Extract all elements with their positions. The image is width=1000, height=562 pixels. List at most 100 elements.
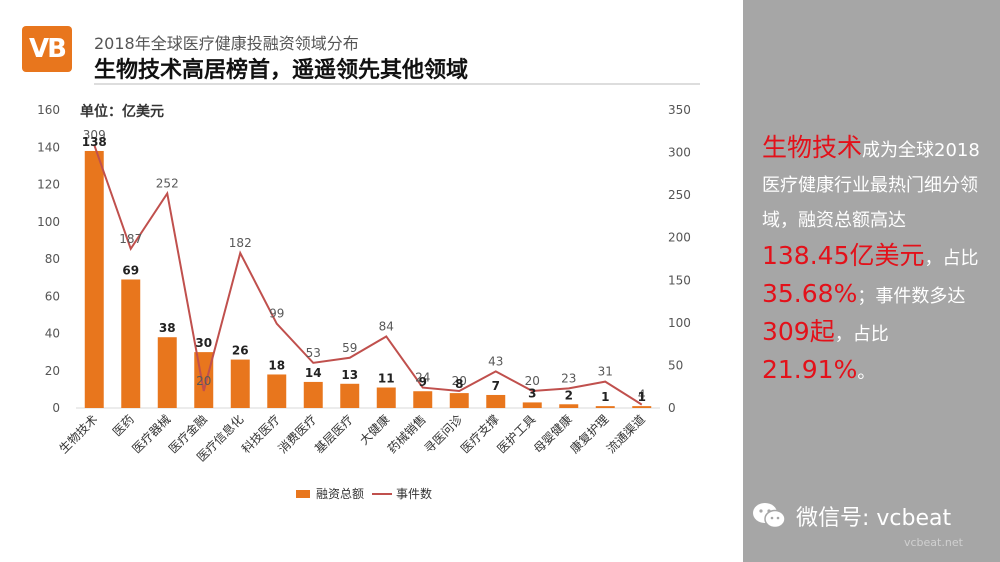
- y-left-tick-label: 40: [45, 327, 60, 341]
- summary-text-1: 成为全球2018医疗健康行业最热门细分领域，融资总额高达: [762, 140, 980, 231]
- line-data-label: 53: [306, 346, 321, 360]
- wechat-label: 微信号: vcbeat: [796, 506, 952, 531]
- bar: [340, 383, 360, 408]
- bar-data-label: 8: [455, 377, 463, 391]
- category-label: 医疗支撑: [457, 412, 502, 457]
- bar-data-label: 11: [378, 372, 395, 386]
- highlight-events-share: 21.91%: [762, 355, 858, 384]
- line-data-label: 43: [488, 354, 503, 368]
- combo-chart: 单位：亿美元0204060801001201401600501001502002…: [37, 103, 691, 501]
- bar: [267, 374, 287, 408]
- y-right-tick-label: 100: [668, 316, 691, 330]
- summary-text-2: ，占比: [924, 248, 979, 269]
- summary-text-5: 。: [857, 362, 876, 383]
- y-right-tick-label: 0: [668, 401, 676, 415]
- category-label: 生物技术: [57, 412, 101, 456]
- bar: [632, 406, 652, 408]
- y-right-tick-label: 300: [668, 146, 691, 160]
- line-data-label: 182: [229, 236, 252, 250]
- line-data-label: 23: [561, 371, 576, 385]
- bar: [522, 402, 542, 408]
- vb-logo: VB: [22, 26, 72, 72]
- bar-data-label: 30: [195, 336, 212, 350]
- category-label: 康复护理: [567, 412, 612, 457]
- event-count-line: [93, 144, 643, 406]
- sidebar-panel: [743, 0, 1000, 562]
- legend-line-label: 事件数: [396, 486, 432, 501]
- highlight-biotech: 生物技术: [762, 133, 863, 162]
- y-right-tick-label: 250: [668, 188, 691, 202]
- bar: [157, 337, 177, 408]
- chart-title: 生物技术高居榜首，遥遥领先其他领域: [94, 58, 469, 83]
- highlight-share: 35.68%: [762, 279, 858, 308]
- category-label: 医药: [110, 412, 137, 439]
- bar: [230, 359, 250, 408]
- bar: [303, 381, 323, 408]
- line-data-label: 84: [379, 319, 394, 333]
- category-label: 母婴健康: [530, 412, 575, 457]
- category-label: 医疗器械: [129, 412, 174, 457]
- category-label: 寻医问诊: [422, 412, 466, 456]
- bar-data-label: 14: [305, 366, 322, 380]
- bar-data-label: 1: [601, 390, 609, 404]
- bar-data-label: 9: [419, 375, 427, 389]
- y-left-tick-label: 120: [37, 178, 60, 192]
- bar-data-label: 13: [341, 368, 358, 382]
- y-left-tick-label: 160: [37, 103, 60, 117]
- bar: [121, 279, 141, 408]
- highlight-events: 309起: [762, 317, 835, 346]
- legend-bar-swatch: [296, 490, 310, 498]
- bar: [486, 394, 506, 408]
- line-data-label: 187: [119, 232, 142, 246]
- bar: [595, 406, 615, 408]
- chart-subtitle: 2018年全球医疗健康投融资领域分布: [94, 34, 359, 53]
- category-label: 基层医疗: [312, 412, 356, 456]
- highlight-amount: 138.45亿美元: [762, 241, 925, 270]
- line-data-label: 31: [598, 365, 613, 379]
- line-data-label: 20: [452, 374, 467, 388]
- category-label: 流通渠道: [604, 412, 648, 456]
- wechat-icon: [753, 503, 786, 529]
- line-data-label: 252: [156, 176, 179, 190]
- line-data-label: 20: [196, 374, 211, 388]
- line-data-label: 4: [638, 388, 646, 402]
- bar-data-label: 2: [565, 388, 573, 402]
- y-right-tick-label: 200: [668, 231, 691, 245]
- category-label: 科技医疗: [239, 412, 283, 456]
- y-left-tick-label: 0: [52, 401, 60, 415]
- bar-data-label: 38: [159, 321, 176, 335]
- category-label: 消费医疗: [276, 412, 320, 456]
- y-left-tick-label: 80: [45, 252, 60, 266]
- y-right-tick-label: 350: [668, 103, 691, 117]
- line-data-label: 309: [83, 128, 106, 142]
- summary-text-3: ；事件数多达: [857, 286, 966, 307]
- y-left-tick-label: 60: [45, 289, 60, 303]
- category-label: 大健康: [356, 412, 392, 448]
- bar-data-label: 26: [232, 344, 249, 358]
- line-data-label: 24: [415, 371, 430, 385]
- y-left-tick-label: 20: [45, 364, 60, 378]
- bar: [449, 393, 469, 408]
- unit-label: 单位：亿美元: [80, 103, 164, 120]
- category-label: 医护工具: [495, 412, 539, 456]
- bar-data-label: 7: [492, 379, 500, 393]
- bar: [413, 391, 433, 408]
- bar-data-label: 138: [82, 135, 107, 149]
- bar-data-label: 69: [122, 263, 139, 277]
- y-left-tick-label: 100: [37, 215, 60, 229]
- sidebar-summary: 生物技术成为全球2018医疗健康行业最热门细分领域，融资总额高达 138.45亿美…: [762, 130, 987, 390]
- line-data-label: 99: [269, 307, 284, 321]
- line-data-label: 59: [342, 341, 357, 355]
- bar-data-label: 18: [268, 358, 285, 372]
- line-data-label: 20: [525, 374, 540, 388]
- category-label: 药械销售: [384, 412, 429, 457]
- bar: [559, 404, 579, 408]
- title-divider: [94, 83, 700, 85]
- summary-text-4: ，占比: [834, 324, 889, 345]
- y-right-tick-label: 50: [668, 358, 683, 372]
- bar-data-label: 3: [528, 386, 536, 400]
- bar: [84, 150, 104, 408]
- wechat-account: 微信号: vcbeat: [752, 500, 951, 532]
- y-right-tick-label: 150: [668, 273, 691, 287]
- site-watermark: vcbeat.net: [904, 536, 963, 549]
